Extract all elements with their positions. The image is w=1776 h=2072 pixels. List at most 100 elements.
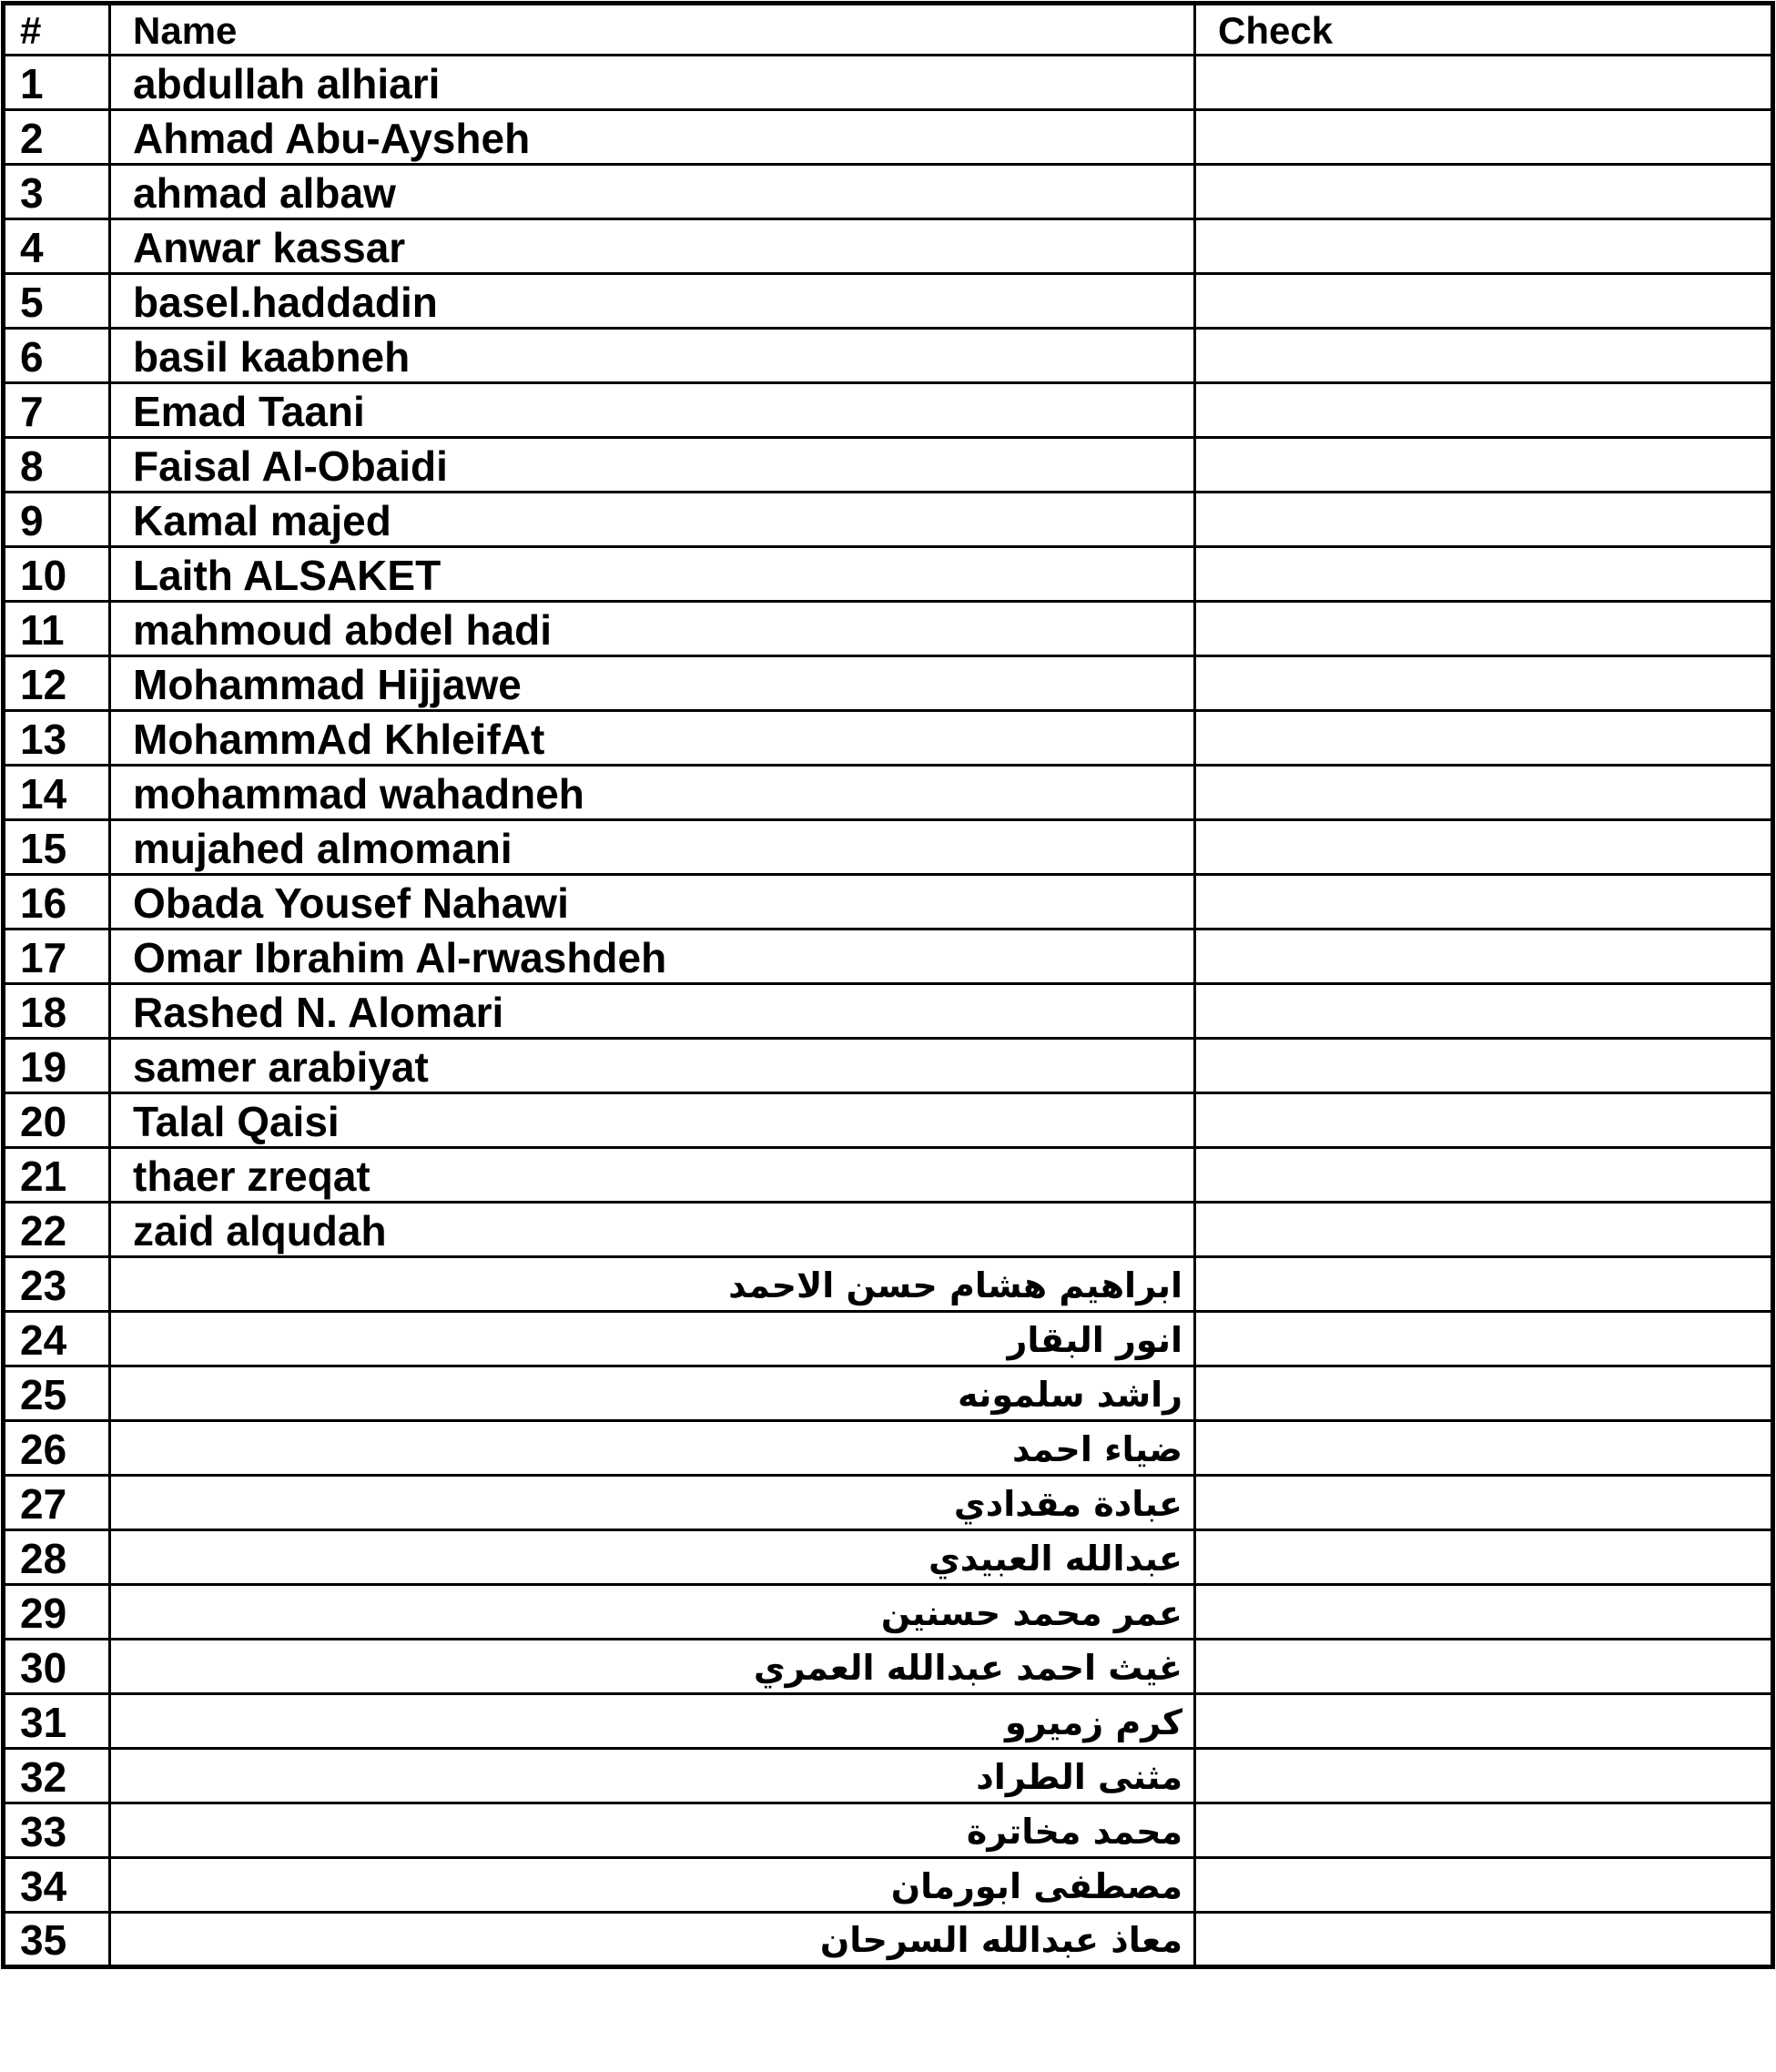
row-check-empty (1193, 218, 1774, 275)
table-row: 27 عبادة مقدادي (2, 1474, 1774, 1531)
row-check-empty (1193, 1474, 1774, 1531)
row-check-empty (1193, 873, 1774, 930)
row-number: 7 (2, 381, 111, 439)
row-name: راشد سلمونه (108, 1365, 1196, 1422)
row-number: 20 (2, 1092, 111, 1149)
table-row: 16 Obada Yousef Nahawi (2, 873, 1774, 930)
row-name: zaid alqudah (108, 1201, 1196, 1258)
column-header-number: # (2, 2, 111, 56)
row-check-empty (1193, 600, 1774, 657)
table-row: 22 zaid alqudah (2, 1201, 1774, 1258)
row-number: 32 (2, 1747, 111, 1804)
table-row: 30 غيث احمد عبدالله العمري (2, 1638, 1774, 1695)
row-number: 6 (2, 327, 111, 384)
row-check-empty (1193, 163, 1774, 220)
row-number: 29 (2, 1583, 111, 1640)
table-row: 23 ابراهيم هشام حسن الاحمد (2, 1255, 1774, 1313)
table-row: 6 basil kaabneh (2, 327, 1774, 384)
table-row: 18 Rashed N. Alomari (2, 982, 1774, 1040)
row-name: معاذ عبدالله السرحان (108, 1911, 1196, 1968)
table-row: 11 mahmoud abdel hadi (2, 600, 1774, 657)
row-check-empty (1193, 1310, 1774, 1367)
row-check-empty (1193, 1856, 1774, 1914)
row-number: 31 (2, 1692, 111, 1750)
row-name: محمد مخاترة (108, 1802, 1196, 1859)
row-number: 24 (2, 1310, 111, 1367)
table-row: 5 basel.haddadin (2, 272, 1774, 330)
row-number: 18 (2, 982, 111, 1040)
row-number: 11 (2, 600, 111, 657)
table-row: 10 Laith ALSAKET (2, 545, 1774, 603)
table-row: 24 انور البقار (2, 1310, 1774, 1367)
row-check-empty (1193, 327, 1774, 384)
row-number: 19 (2, 1037, 111, 1094)
row-name: انور البقار (108, 1310, 1196, 1367)
row-name: Rashed N. Alomari (108, 982, 1196, 1040)
row-number: 1 (2, 54, 111, 111)
row-number: 10 (2, 545, 111, 603)
row-name: عبادة مقدادي (108, 1474, 1196, 1531)
attendance-table: # Name Check 1 abdullah alhiari 2 Ahmad … (1, 1, 1775, 1969)
row-name: Omar Ibrahim Al-rwashdeh (108, 928, 1196, 985)
row-check-empty (1193, 491, 1774, 548)
row-name: Kamal majed (108, 491, 1196, 548)
table-row: 15 mujahed almomani (2, 818, 1774, 876)
row-check-empty (1193, 381, 1774, 439)
table-row: 19 samer arabiyat (2, 1037, 1774, 1094)
row-check-empty (1193, 1529, 1774, 1586)
table-row: 32 مثنى الطراد (2, 1747, 1774, 1804)
row-name: thaer zreqat (108, 1146, 1196, 1204)
row-check-empty (1193, 709, 1774, 767)
header-row: # Name Check (2, 2, 1774, 56)
row-number: 15 (2, 818, 111, 876)
table-row: 35 معاذ عبدالله السرحان (2, 1911, 1774, 1968)
row-number: 30 (2, 1638, 111, 1695)
row-name: عبدالله العبيدي (108, 1529, 1196, 1586)
row-number: 27 (2, 1474, 111, 1531)
row-name: ahmad albaw (108, 163, 1196, 220)
table-row: 2 Ahmad Abu-Aysheh (2, 108, 1774, 166)
row-name: ابراهيم هشام حسن الاحمد (108, 1255, 1196, 1313)
row-check-empty (1193, 1255, 1774, 1313)
row-number: 16 (2, 873, 111, 930)
row-name: مصطفى ابورمان (108, 1856, 1196, 1914)
row-name: Ahmad Abu-Aysheh (108, 108, 1196, 166)
table-row: 21 thaer zreqat (2, 1146, 1774, 1204)
row-check-empty (1193, 1802, 1774, 1859)
row-name: عمر محمد حسنين (108, 1583, 1196, 1640)
row-name: mujahed almomani (108, 818, 1196, 876)
row-name: basil kaabneh (108, 327, 1196, 384)
row-number: 23 (2, 1255, 111, 1313)
row-number: 28 (2, 1529, 111, 1586)
row-check-empty (1193, 764, 1774, 821)
row-check-empty (1193, 928, 1774, 985)
row-number: 33 (2, 1802, 111, 1859)
row-name: mohammad wahadneh (108, 764, 1196, 821)
row-name: abdullah alhiari (108, 54, 1196, 111)
table-row: 14 mohammad wahadneh (2, 764, 1774, 821)
table-row: 1 abdullah alhiari (2, 54, 1774, 111)
table-row: 25 راشد سلمونه (2, 1365, 1774, 1422)
row-check-empty (1193, 1201, 1774, 1258)
row-number: 4 (2, 218, 111, 275)
row-name: Mohammad Hijjawe (108, 655, 1196, 712)
row-name: mahmoud abdel hadi (108, 600, 1196, 657)
row-number: 2 (2, 108, 111, 166)
row-check-empty (1193, 1146, 1774, 1204)
row-check-empty (1193, 1911, 1774, 1968)
row-number: 17 (2, 928, 111, 985)
table-row: 12 Mohammad Hijjawe (2, 655, 1774, 712)
row-check-empty (1193, 272, 1774, 330)
table-row: 7 Emad Taani (2, 381, 1774, 439)
table-row: 17 Omar Ibrahim Al-rwashdeh (2, 928, 1774, 985)
column-header-check: Check (1193, 2, 1774, 56)
row-name: غيث احمد عبدالله العمري (108, 1638, 1196, 1695)
row-check-empty (1193, 54, 1774, 111)
row-check-empty (1193, 1638, 1774, 1695)
row-number: 13 (2, 709, 111, 767)
table-row: 9 Kamal majed (2, 491, 1774, 548)
row-name: Obada Yousef Nahawi (108, 873, 1196, 930)
table-row: 20 Talal Qaisi (2, 1092, 1774, 1149)
table-row: 13 MohammAd KhleifAt (2, 709, 1774, 767)
row-number: 9 (2, 491, 111, 548)
